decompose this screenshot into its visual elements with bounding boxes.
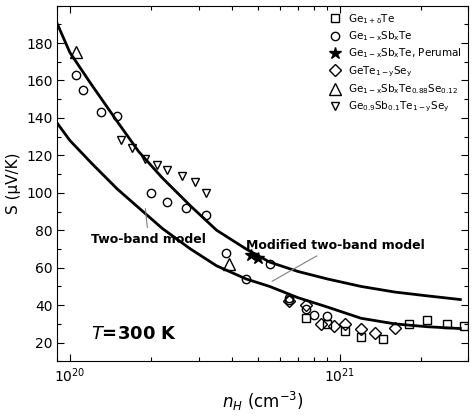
- Text: $\mathit{T}$=300 K: $\mathit{T}$=300 K: [91, 325, 178, 343]
- Text: Two-band model: Two-band model: [91, 209, 206, 246]
- Y-axis label: S (μV/K): S (μV/K): [6, 153, 20, 214]
- Text: Modified two-band model: Modified two-band model: [246, 239, 425, 281]
- Legend: $\mathrm{Ge_{1+\delta}Te}$, $\mathrm{Ge_{1-x}Sb_xTe}$, $\mathrm{Ge_{1-x}Sb_xTe}$: $\mathrm{Ge_{1+\delta}Te}$, $\mathrm{Ge_…: [323, 8, 466, 118]
- X-axis label: $n_H$ (cm$^{-3}$): $n_H$ (cm$^{-3}$): [222, 391, 304, 414]
